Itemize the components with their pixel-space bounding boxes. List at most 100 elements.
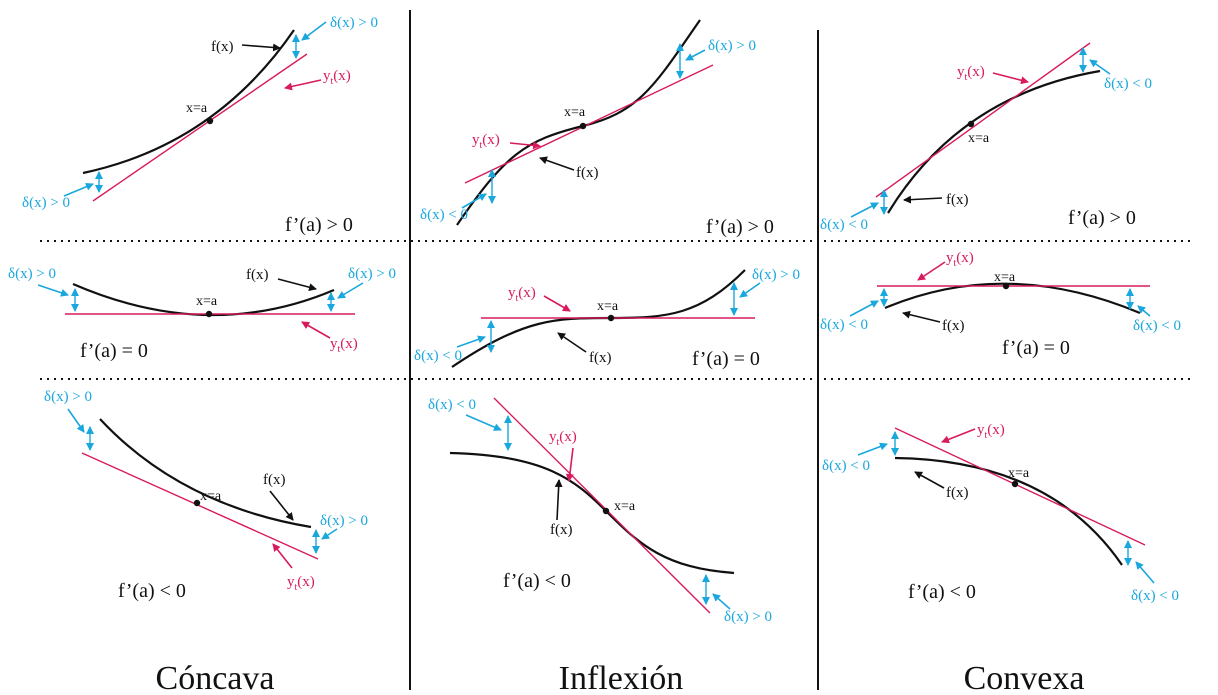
tangent-point [205, 310, 213, 318]
tangent-point [1002, 282, 1010, 290]
tangent-pointer [272, 543, 293, 569]
curve-pointer [903, 195, 943, 204]
delta-label: δ(x) < 0 [420, 207, 468, 223]
curve-label: f(x) [946, 485, 969, 501]
point-label: x=a [994, 270, 1016, 285]
tangent-point [602, 507, 610, 515]
delta-label: δ(x) > 0 [330, 15, 378, 31]
derivative-label: f’(a) < 0 [503, 570, 571, 592]
function-curve [99, 418, 312, 529]
tangent-point [607, 314, 615, 322]
panel-convex-negative: x=a δ(x) < 0 yt(x) f(x) δ(x) < 0 f’(a) <… [822, 422, 1179, 604]
function-curve [884, 282, 1141, 315]
point-label: x=a [200, 489, 222, 504]
delta-pointer [850, 202, 879, 218]
delta-pointer [337, 282, 364, 299]
panel-inflection-zero: x=a yt(x) δ(x) > 0 δ(x) < 0 f(x) f’(a) =… [414, 267, 800, 370]
tangent-point [193, 499, 201, 507]
derivative-label: f’(a) = 0 [1002, 337, 1070, 359]
panel-convex-zero: x=a yt(x) δ(x) < 0 f(x) δ(x) < 0 f’(a) =… [820, 250, 1181, 359]
tangent-point [967, 120, 975, 128]
curve-pointer [554, 479, 563, 521]
delta-pointer [1137, 305, 1151, 317]
tangent-pointer [509, 141, 541, 150]
delta-pointer [1089, 59, 1111, 75]
tangent-pointer [543, 295, 571, 312]
delta-label: δ(x) < 0 [1133, 318, 1181, 334]
curve-pointer [557, 332, 587, 353]
point-label: x=a [564, 105, 586, 120]
panel-concave-negative: x=a δ(x) > 0 f(x) δ(x) > 0 yt(x) f’(a) <… [44, 389, 368, 602]
column-title-concave: Cóncava [156, 660, 275, 695]
function-curve [456, 19, 701, 226]
point-label: x=a [614, 499, 636, 514]
delta-label: δ(x) > 0 [752, 267, 800, 283]
tangent-line [493, 397, 711, 614]
tangent-point [1011, 480, 1019, 488]
tangent-line [92, 53, 308, 202]
tangent-label: yt(x) [977, 422, 1005, 441]
tangent-pointer [992, 72, 1029, 85]
tangent-label: yt(x) [946, 250, 974, 269]
delta-label: δ(x) < 0 [428, 397, 476, 413]
delta-pointer [63, 182, 94, 197]
function-curve [894, 456, 1123, 566]
tangent-point [206, 117, 214, 125]
curve-pointer [539, 156, 575, 171]
tangent-pointer [917, 261, 946, 281]
delta-label: δ(x) > 0 [724, 609, 772, 625]
delta-label: δ(x) > 0 [708, 38, 756, 54]
curve-label: f(x) [246, 267, 269, 283]
panel-concave-zero: x=a δ(x) > 0 f(x) δ(x) > 0 yt(x) f’(a) =… [8, 266, 396, 362]
point-label: x=a [1008, 466, 1030, 481]
curve-label: f(x) [589, 350, 612, 366]
tangent-label: yt(x) [508, 285, 536, 304]
delta-pointer [857, 442, 888, 456]
function-curve [449, 451, 735, 575]
delta-label: δ(x) > 0 [8, 266, 56, 282]
panel-inflection-negative: x=a δ(x) < 0 yt(x) f(x) δ(x) > 0 f’(a) <… [428, 397, 772, 625]
curve-pointer [269, 490, 294, 521]
derivative-label: f’(a) < 0 [908, 581, 976, 603]
delta-label: δ(x) > 0 [320, 513, 368, 529]
derivative-label: f’(a) = 0 [692, 348, 760, 370]
derivative-label: f’(a) > 0 [706, 216, 774, 238]
derivative-label: f’(a) < 0 [118, 580, 186, 602]
delta-pointer [1135, 561, 1155, 584]
delta-pointer [461, 193, 487, 209]
delta-pointer [849, 300, 879, 317]
panel-convex-positive: x=a yt(x) δ(x) < 0 f(x) δ(x) < 0 f’(a) >… [820, 42, 1152, 233]
tangent-pointer [301, 321, 331, 339]
delta-label: δ(x) < 0 [1104, 76, 1152, 92]
tangent-line [81, 452, 319, 560]
delta-label: δ(x) > 0 [22, 195, 70, 211]
delta-pointer [321, 528, 338, 540]
tangent-line [894, 427, 1146, 546]
delta-label: δ(x) < 0 [414, 348, 462, 364]
curve-label: f(x) [211, 39, 234, 55]
point-label: x=a [597, 299, 619, 314]
delta-pointer [739, 282, 761, 298]
curve-label: f(x) [576, 165, 599, 181]
delta-label: δ(x) > 0 [348, 266, 396, 282]
delta-pointer [456, 335, 486, 348]
tangent-label: yt(x) [549, 429, 577, 448]
delta-pointer [67, 408, 85, 433]
delta-pointer [465, 414, 502, 431]
point-label: x=a [186, 101, 208, 116]
tangent-label: yt(x) [957, 64, 985, 83]
curve-pointer [902, 310, 941, 323]
curve-label: f(x) [550, 522, 573, 538]
delta-pointer [712, 593, 731, 610]
panel-concave-positive: x=a f(x) yt(x) δ(x) > 0 δ(x) > 0 f’(a) >… [22, 15, 378, 236]
delta-label: δ(x) > 0 [44, 389, 92, 405]
curve-label: f(x) [942, 318, 965, 334]
point-label: x=a [196, 294, 218, 309]
delta-pointer [37, 284, 69, 297]
delta-label: δ(x) < 0 [822, 458, 870, 474]
panel-inflection-positive: x=a δ(x) > 0 yt(x) f(x) δ(x) < 0 f’(a) >… [420, 19, 774, 238]
curve-label: f(x) [263, 472, 286, 488]
tangent-label: yt(x) [472, 132, 500, 151]
tangent-pointer [284, 79, 322, 91]
